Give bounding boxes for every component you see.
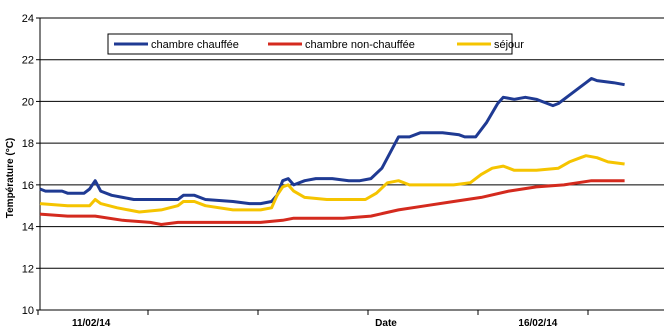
y-tick-label: 14 (22, 222, 34, 234)
x-tick-label: 11/02/14 (72, 318, 111, 329)
y-axis-ticks: 10 12 14 16 18 20 22 24 (22, 13, 41, 317)
legend-box (107, 33, 513, 55)
y-tick-label: 20 (22, 96, 34, 108)
series-line-1 (39, 179, 625, 226)
y-tick-label: 16 (22, 180, 34, 192)
y-tick-label: 12 (22, 263, 34, 275)
legend-label: chambre non-chauffée (305, 39, 415, 51)
x-axis-label: Date (375, 318, 397, 329)
series-lines (39, 77, 625, 226)
y-axis-label: Température (°C) (5, 138, 16, 219)
legend-label: chambre chauffée (151, 39, 239, 51)
y-tick-label: 22 (22, 55, 34, 67)
horizontal-grid (40, 17, 664, 311)
legend-label: séjour (494, 39, 524, 51)
y-tick-label: 18 (22, 138, 34, 150)
legend: chambre chauffée chambre non-chauffée séjo… (107, 33, 524, 55)
series-line-0 (39, 77, 625, 206)
y-tick-label: 10 (22, 305, 34, 317)
x-tick-label: 16/02/14 (518, 318, 557, 329)
y-tick-label: 24 (22, 13, 34, 25)
x-axis: 11/02/14 16/02/14 (37, 310, 589, 329)
series-line-2 (39, 154, 625, 214)
